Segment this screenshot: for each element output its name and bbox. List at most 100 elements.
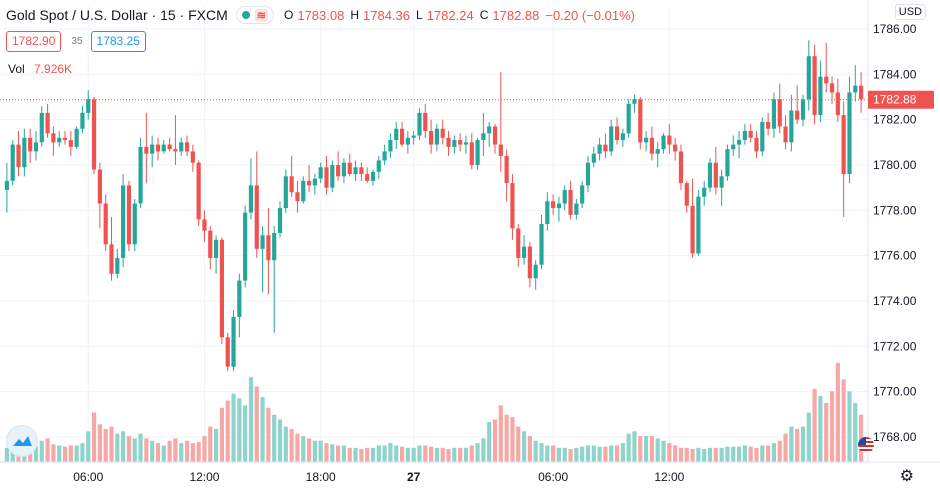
candle-body [655,149,660,154]
ohlc-low-label: L [416,8,423,22]
candle [649,126,654,161]
volume-bar [91,412,97,462]
candle [719,169,724,206]
candle [353,160,358,181]
volume-bar [556,447,562,462]
title-separator: · [179,7,189,23]
volume-bar [167,440,172,462]
volume-bar [254,386,259,462]
candle-body [614,126,620,141]
volume-bar [86,431,91,462]
candle [516,223,521,267]
candle [667,124,672,154]
sell-price-button[interactable]: 1782.90 [6,31,62,52]
time-axis: 06:00 12:00 18:00 27 06:00 12:00 [0,461,940,495]
candle [463,135,469,154]
volume-bar [702,449,707,462]
volume-bar [260,397,265,462]
currency-button[interactable]: USD [894,4,926,20]
volume-bar [527,436,532,462]
candle [603,133,608,159]
volume-bar [196,441,201,462]
spread-value: 35 [71,36,83,47]
price-tick-label: 1784.00 [873,67,917,81]
candle-body [678,151,684,184]
volume-bar [487,421,492,462]
volume-bar [225,400,230,462]
candle [539,214,544,270]
volume-bar [243,405,248,462]
candle [376,155,381,179]
candle-body [324,167,329,188]
volume-bar [452,447,457,462]
candle [777,83,782,134]
candle [632,94,637,113]
candle-body [365,174,370,181]
candle-body [859,85,864,100]
volume-bar [585,445,591,462]
candle-body [458,140,463,145]
volume-bar [434,447,439,462]
candle-body [161,144,166,152]
candle-body [33,142,39,152]
volume-bar [277,419,283,462]
volume-bar [45,438,50,462]
volume-legend[interactable]: Vol 7.926K [8,62,72,76]
volume-bar [673,445,678,462]
volume-bar [190,443,195,462]
candle-body [115,257,120,274]
volume-bar [144,438,149,462]
candle [545,192,550,231]
volume-bar [138,433,143,462]
candle [336,151,341,181]
candle [568,180,573,220]
candle-body [336,165,341,177]
candle [655,142,660,168]
candle [847,76,852,184]
candle-body [353,167,358,175]
candle [126,180,132,252]
candle [725,144,730,181]
candle-body [556,203,562,209]
volume-bar [231,393,236,462]
candle [678,144,684,190]
volume-bar [417,445,422,462]
candle-body [51,133,56,143]
candle-body [28,137,33,152]
candle [481,112,486,156]
candle-body [173,149,178,152]
title-separator: · [151,7,161,23]
candle-body [109,244,114,274]
volume-bar [370,447,376,462]
candle-body [126,185,132,245]
volume-bar [341,445,347,462]
market-status-pill[interactable]: ≋ [235,6,274,24]
volume-bar [440,447,445,462]
volume-bar [266,407,271,462]
volume-bar [568,449,573,462]
tradingview-logo-icon[interactable] [6,425,38,457]
volume-bar [324,443,329,462]
buy-price-button[interactable]: 1783.25 [90,31,146,52]
candle [469,133,474,170]
candle [702,180,707,206]
symbol-title[interactable]: Gold Spot / U.S. Dollar · 15 · FXCM [6,7,228,23]
gear-icon[interactable]: ⚙ [899,468,914,485]
candle [277,201,283,238]
ohlc-close-label: C [479,8,489,22]
candle-body [452,140,457,147]
volume-bar [248,377,254,462]
candle-body [446,137,451,147]
candle-body [86,99,91,113]
candle-body [16,144,21,168]
candle [295,180,300,213]
candle [138,137,143,209]
candle [74,126,79,150]
candle-body [103,203,108,245]
candle-body [707,162,713,188]
price-tick-label: 1768.00 [873,430,917,444]
candle [341,158,347,184]
candle [562,185,567,211]
candle-body [644,137,649,143]
